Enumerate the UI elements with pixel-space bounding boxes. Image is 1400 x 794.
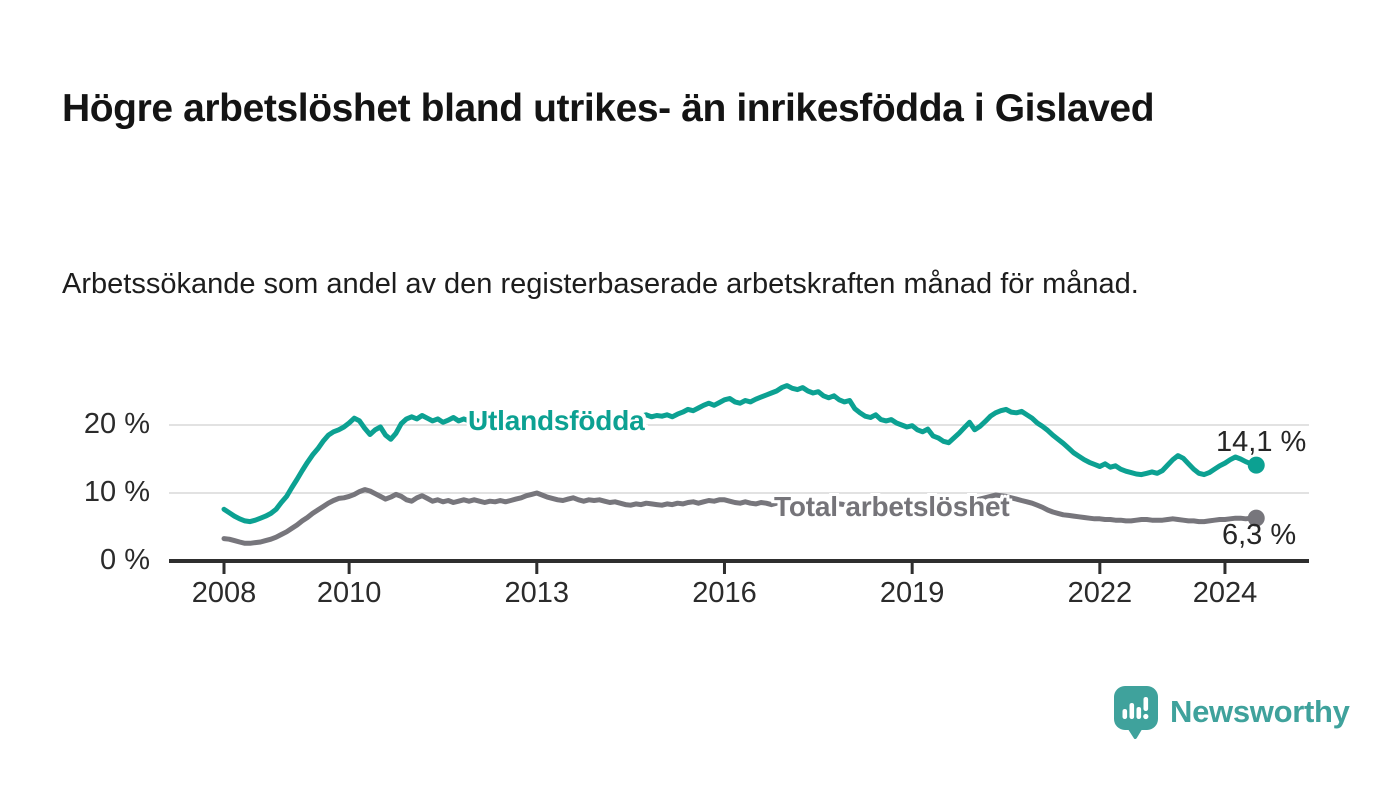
page-subtitle: Arbetssökande som andel av den registerb… <box>62 268 1139 300</box>
utlandsfodda-line <box>221 383 1259 525</box>
x-tick-label: 2019 <box>879 577 945 609</box>
x-tick-label: 2010 <box>316 577 382 609</box>
x-tick-label: 2022 <box>1067 577 1133 609</box>
utlandsfodda-end-dot <box>1247 456 1265 474</box>
x-tick-label: 2016 <box>692 577 757 609</box>
total-arbetsloshet-line <box>221 487 1259 546</box>
y-tick-label: 20 % <box>83 408 150 440</box>
page-title: Högre arbetslöshet bland utrikes- än inr… <box>62 87 1155 131</box>
series-label-total-arbetsloshet: Total arbetslöshet <box>774 491 1010 522</box>
x-tick-label: 2024 <box>1192 577 1258 609</box>
x-tick-label: 2008 <box>191 577 257 609</box>
series-label-utlandsfodda: Utlandsfödda <box>468 405 645 436</box>
x-tick-label: 2013 <box>504 577 570 609</box>
total-arbetsloshet-end-dot <box>1247 509 1265 527</box>
speech-bubble-bar-chart-icon <box>1114 686 1158 739</box>
end-value-utlandsfodda: 14,1 % <box>1216 426 1307 458</box>
end-value-total-arbetsloshet: 6,3 % <box>1222 519 1297 551</box>
logo-text: Newsworthy <box>1170 694 1350 729</box>
newsworthy-logo[interactable]: Newsworthy <box>1113 685 1350 739</box>
y-tick-label: 0 % <box>100 544 150 576</box>
y-tick-label: 10 % <box>83 476 150 508</box>
